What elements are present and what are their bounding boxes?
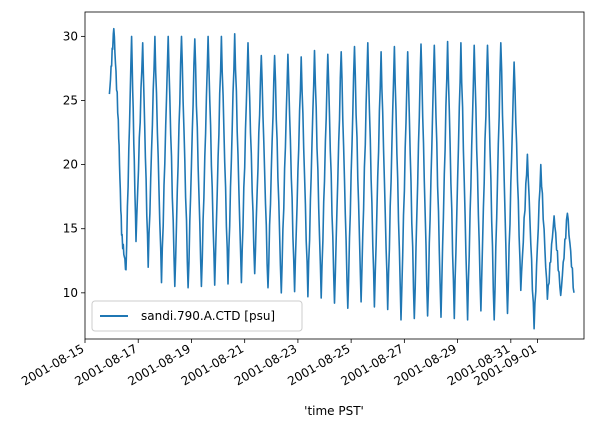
y-tick-label: 20	[63, 158, 78, 172]
plot-frame	[84, 11, 585, 340]
legend[interactable]: sandi.790.A.CTD [psu]	[91, 300, 303, 332]
y-axis: 10 15 20 25 30	[63, 29, 85, 300]
x-axis-label: 'time PST'	[304, 404, 364, 418]
plot-area	[84, 11, 585, 340]
y-tick-label: 15	[63, 222, 78, 236]
x-axis: 2001-08-152001-08-172001-08-192001-08-21…	[19, 339, 539, 388]
y-tick-label: 30	[63, 29, 78, 43]
series-line	[108, 27, 575, 330]
y-tick-label: 10	[63, 286, 78, 300]
series-layer	[108, 27, 575, 330]
y-tick-label: 25	[63, 93, 78, 107]
legend-box	[91, 300, 303, 332]
legend-entry-label: sandi.790.A.CTD [psu]	[141, 309, 275, 323]
